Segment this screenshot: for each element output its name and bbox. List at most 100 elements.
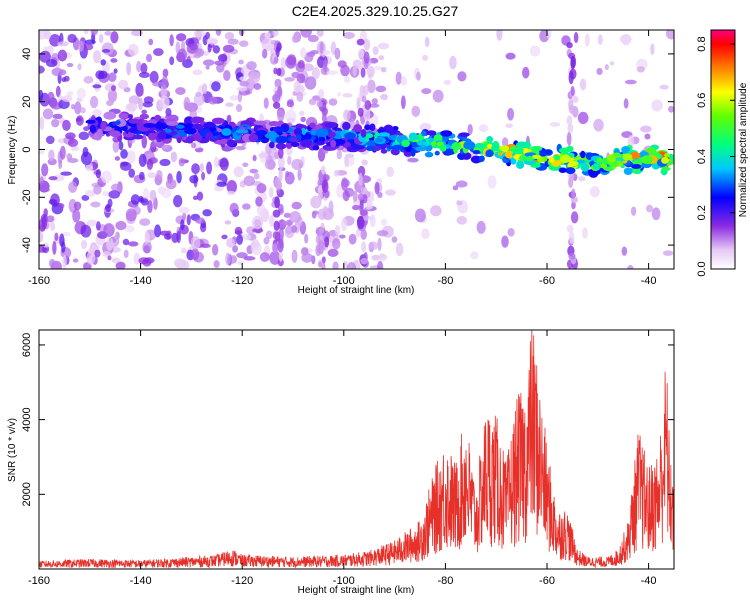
- heatmap-ridge-blob: [439, 144, 447, 152]
- heatmap-noise-blob: [77, 40, 85, 52]
- y-tick-label: 2000: [21, 482, 33, 506]
- heatmap-noise-blob: [264, 32, 271, 39]
- y-tick-label: 6000: [21, 333, 33, 357]
- spectrogram-axis-ticks: -160 -140 -120 -100 -80 -60 -40 -40 -20 0 20 40: [21, 30, 674, 287]
- heatmap-ridge-blob: [89, 124, 97, 133]
- heatmap-noise-blob: [154, 224, 162, 238]
- heatmap-ridge-blob: [417, 133, 423, 142]
- heatmap-noise-blob: [630, 206, 637, 216]
- heatmap-noise-blob: [566, 224, 574, 233]
- heatmap-noise-blob: [272, 30, 279, 37]
- heatmap-noise-blob: [74, 101, 82, 115]
- heatmap-noise-blob: [304, 52, 314, 63]
- heatmap-noise-blob: [206, 161, 213, 175]
- heatmap-noise-blob: [360, 67, 366, 78]
- heatmap-noise-blob: [46, 215, 55, 223]
- heatmap-noise-blob: [66, 91, 74, 96]
- heatmap-noise-blob: [359, 209, 368, 216]
- heatmap-noise-blob: [183, 96, 191, 111]
- heatmap-noise-blob: [265, 230, 273, 240]
- heatmap-noise-blob: [72, 258, 79, 263]
- heatmap-noise-blob: [208, 96, 218, 105]
- heatmap-ridge-blob: [143, 123, 157, 129]
- heatmap-noise-blob: [75, 115, 84, 126]
- heatmap-noise-blob: [61, 231, 71, 237]
- heatmap-noise-blob: [193, 93, 205, 107]
- y-tick-label: 0: [21, 146, 33, 152]
- heatmap-ridge-blob: [513, 146, 524, 155]
- heatmap-noise-blob: [636, 66, 645, 73]
- heatmap-ridge-blob: [309, 122, 316, 129]
- x-tick-label: -100: [333, 275, 355, 287]
- heatmap-noise-blob: [131, 30, 143, 37]
- x-tick-label: -60: [539, 575, 555, 587]
- heatmap-noise-blob: [83, 75, 94, 84]
- heatmap-noise-blob: [80, 107, 86, 114]
- heatmap-ridge-blob: [426, 130, 437, 136]
- heatmap-noise-blob: [214, 60, 225, 66]
- heatmap-ridge-blob: [120, 125, 128, 131]
- snr-x-label: Height of straight line (km): [298, 585, 415, 596]
- heatmap-noise-blob: [584, 33, 590, 47]
- heatmap-noise-blob: [190, 236, 201, 250]
- heatmap-noise-blob: [651, 207, 661, 221]
- heatmap-noise-blob: [101, 48, 111, 53]
- heatmap-noise-blob: [227, 38, 239, 45]
- heatmap-noise-blob: [180, 247, 187, 254]
- heatmap-noise-blob: [272, 242, 279, 253]
- heatmap-noise-blob: [375, 85, 387, 93]
- heatmap-ridge-blob: [478, 155, 485, 162]
- heatmap-ridge-blob: [253, 120, 267, 126]
- heatmap-noise-blob: [338, 234, 346, 239]
- y-tick-label: 20: [21, 96, 33, 108]
- heatmap-noise-blob: [216, 181, 228, 187]
- heatmap-ridge-blob: [606, 154, 616, 164]
- heatmap-noise-blob: [48, 198, 58, 205]
- heatmap-noise-blob: [262, 48, 268, 59]
- heatmap-noise-blob: [55, 85, 61, 98]
- heatmap-noise-blob: [175, 87, 186, 95]
- heatmap-noise-blob: [317, 191, 323, 201]
- heatmap-noise-blob: [118, 79, 129, 90]
- heatmap-noise-blob: [52, 113, 63, 119]
- heatmap-noise-blob: [202, 59, 215, 67]
- heatmap-ridge-blob: [303, 133, 312, 140]
- heatmap-noise-blob: [73, 201, 82, 211]
- heatmap-noise-blob: [95, 70, 105, 80]
- heatmap-noise-blob: [125, 208, 137, 222]
- heatmap-ridge-blob: [580, 150, 586, 159]
- heatmap-noise-blob: [546, 30, 552, 39]
- heatmap-noise-blob: [148, 38, 154, 46]
- heatmap-noise-blob: [291, 158, 304, 170]
- heatmap-noise-blob: [242, 203, 251, 210]
- heatmap-noise-blob: [103, 223, 115, 237]
- heatmap-noise-blob: [128, 168, 136, 178]
- heatmap-noise-blob: [264, 159, 276, 170]
- heatmap-noise-blob: [308, 98, 317, 106]
- x-tick-label: -80: [437, 275, 453, 287]
- heatmap-noise-blob: [89, 95, 99, 109]
- heatmap-noise-blob: [368, 103, 380, 108]
- heatmap-noise-blob: [213, 186, 222, 192]
- heatmap-noise-blob: [395, 71, 402, 85]
- heatmap-noise-blob: [57, 49, 68, 62]
- heatmap-noise-blob: [114, 156, 121, 161]
- heatmap-noise-blob: [261, 37, 274, 52]
- heatmap-noise-blob: [238, 30, 245, 36]
- heatmap-noise-blob: [256, 203, 266, 217]
- heatmap-ridge-blob: [175, 124, 185, 129]
- heatmap-noise-blob: [120, 161, 129, 167]
- heatmap-ridge-blob: [85, 119, 96, 124]
- heatmap-noise-blob: [62, 255, 67, 269]
- heatmap-noise-blob: [76, 87, 86, 100]
- heatmap-noise-blob: [355, 228, 361, 238]
- heatmap-noise-blob: [191, 247, 200, 261]
- heatmap-noise-blob: [110, 58, 118, 63]
- heatmap-noise-blob: [39, 231, 44, 243]
- heatmap-noise-blob: [274, 196, 281, 209]
- heatmap-noise-blob: [619, 34, 632, 44]
- heatmap-ridge-blob: [330, 139, 337, 148]
- heatmap-noise-blob: [476, 220, 486, 234]
- heatmap-noise-blob: [229, 255, 238, 264]
